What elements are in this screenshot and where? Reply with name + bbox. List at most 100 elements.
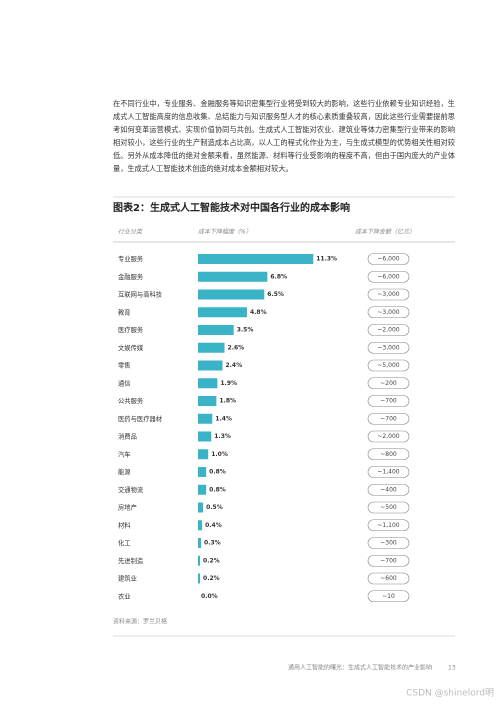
data-label: 6.8% <box>270 273 287 280</box>
data-label: 0.8% <box>209 469 226 476</box>
bar <box>198 431 212 442</box>
bar <box>198 520 203 531</box>
data-label: 0.4% <box>205 522 222 529</box>
category-label: 建筑业 <box>118 574 137 583</box>
bar <box>198 271 268 282</box>
bar <box>198 396 217 406</box>
data-label: 4.8% <box>250 309 267 316</box>
category-label: 医药与医疗器材 <box>118 414 163 423</box>
amount-pill <box>367 270 410 283</box>
amount-label: ~6,000 <box>377 273 399 280</box>
category-label: 消费品 <box>118 432 137 441</box>
amount-pill <box>367 341 410 354</box>
category-label: 通信 <box>118 378 131 387</box>
amount-pill <box>367 519 410 532</box>
chart-title: 图表2：生成式人工智能技术对中国各行业的成本影响 <box>113 201 350 214</box>
amount-label: ~1,100 <box>377 522 399 529</box>
amount-label: ~6,000 <box>377 256 399 263</box>
amount-label: ~700 <box>380 398 397 405</box>
bar <box>198 254 314 264</box>
paragraph: 在不同行业中，专业服务、金融服务等知识密集型行业将受到较大的影响，这些行业依赖专… <box>113 99 455 173</box>
category-label: 化工 <box>118 538 131 547</box>
category-label: 文娱传媒 <box>118 343 144 352</box>
amount-pill <box>367 412 410 425</box>
amount-pill <box>367 324 410 336</box>
data-label: 1.4% <box>215 415 232 422</box>
bar <box>198 467 207 477</box>
amount-label: ~2,000 <box>377 327 399 334</box>
amount-label: ~800 <box>380 451 397 458</box>
category-label: 农业 <box>118 591 131 600</box>
watermark: CSDN @shinelord明 <box>406 688 494 699</box>
bar <box>198 484 207 495</box>
category-label: 交通物流 <box>118 485 144 494</box>
amount-label: ~400 <box>380 486 397 493</box>
bar <box>198 573 201 584</box>
amount-pill <box>367 572 410 585</box>
category-label: 互联网与高科技 <box>118 290 163 299</box>
category-label: 公共服务 <box>118 396 144 405</box>
amount-pill <box>367 448 410 461</box>
bar <box>198 307 247 318</box>
data-label: 1.8% <box>219 398 236 405</box>
category-label: 教育 <box>118 307 131 316</box>
footer-text: 通用人工智能的曙光：生成式人工智能技术的产业影响 <box>288 664 432 672</box>
data-label: 1.9% <box>220 380 237 387</box>
bar <box>198 325 234 335</box>
amount-label: ~3,000 <box>377 309 399 316</box>
amount-pill <box>367 377 410 390</box>
amount-label: ~3,000 <box>377 291 399 298</box>
bar <box>198 449 209 460</box>
column-header: 成本下降金额（亿元） <box>355 228 415 236</box>
data-label: 0.2% <box>203 575 220 582</box>
data-label: 0.8% <box>209 486 226 493</box>
bar <box>198 342 225 353</box>
bar <box>198 555 201 566</box>
amount-label: ~2,000 <box>377 433 399 440</box>
data-label: 0.5% <box>206 504 223 511</box>
category-label: 金融服务 <box>118 272 144 281</box>
amount-label: ~200 <box>380 380 397 387</box>
data-label: 0.3% <box>204 540 221 547</box>
data-label: 3.5% <box>237 327 254 334</box>
category-label: 汽车 <box>118 449 131 458</box>
amount-label: ~300 <box>380 540 397 547</box>
amount-pill <box>367 466 410 478</box>
column-header: 成本下降幅度（%） <box>198 228 252 236</box>
data-label: 0.0% <box>201 593 218 600</box>
data-label: 0.2% <box>203 557 220 564</box>
category-label: 能源 <box>118 467 131 476</box>
amount-pill <box>367 501 410 514</box>
amount-label: ~700 <box>380 415 397 422</box>
bar <box>198 378 218 389</box>
amount-pill <box>367 430 410 443</box>
amount-pill <box>367 253 410 265</box>
category-label: 零售 <box>118 361 131 370</box>
amount-pill <box>367 395 410 407</box>
amount-label: ~500 <box>380 504 397 511</box>
amount-pill <box>367 288 410 301</box>
amount-pill <box>367 537 410 549</box>
category-label: 医疗服务 <box>118 325 144 334</box>
bar <box>198 502 204 513</box>
amount-pill <box>367 306 410 319</box>
bar <box>198 413 213 424</box>
page-number: 13 <box>448 665 456 672</box>
amount-label: ~3,000 <box>377 344 399 351</box>
category-label: 先进制造 <box>118 556 144 565</box>
amount-pill <box>367 590 410 603</box>
data-label: 1.0% <box>211 451 228 458</box>
data-label: 1.3% <box>214 433 231 440</box>
data-label: 2.4% <box>225 362 242 369</box>
amount-pill <box>367 359 410 372</box>
amount-pill <box>367 554 410 567</box>
amount-label: ~10 <box>382 593 395 600</box>
category-label: 材料 <box>118 520 131 529</box>
data-label: 11.3% <box>316 256 337 263</box>
bar <box>198 360 223 371</box>
source: 资料来源：罗兰贝格 <box>113 618 167 626</box>
amount-label: ~600 <box>380 575 397 582</box>
amount-label: ~700 <box>380 557 397 564</box>
category-label: 房地产 <box>118 503 137 512</box>
